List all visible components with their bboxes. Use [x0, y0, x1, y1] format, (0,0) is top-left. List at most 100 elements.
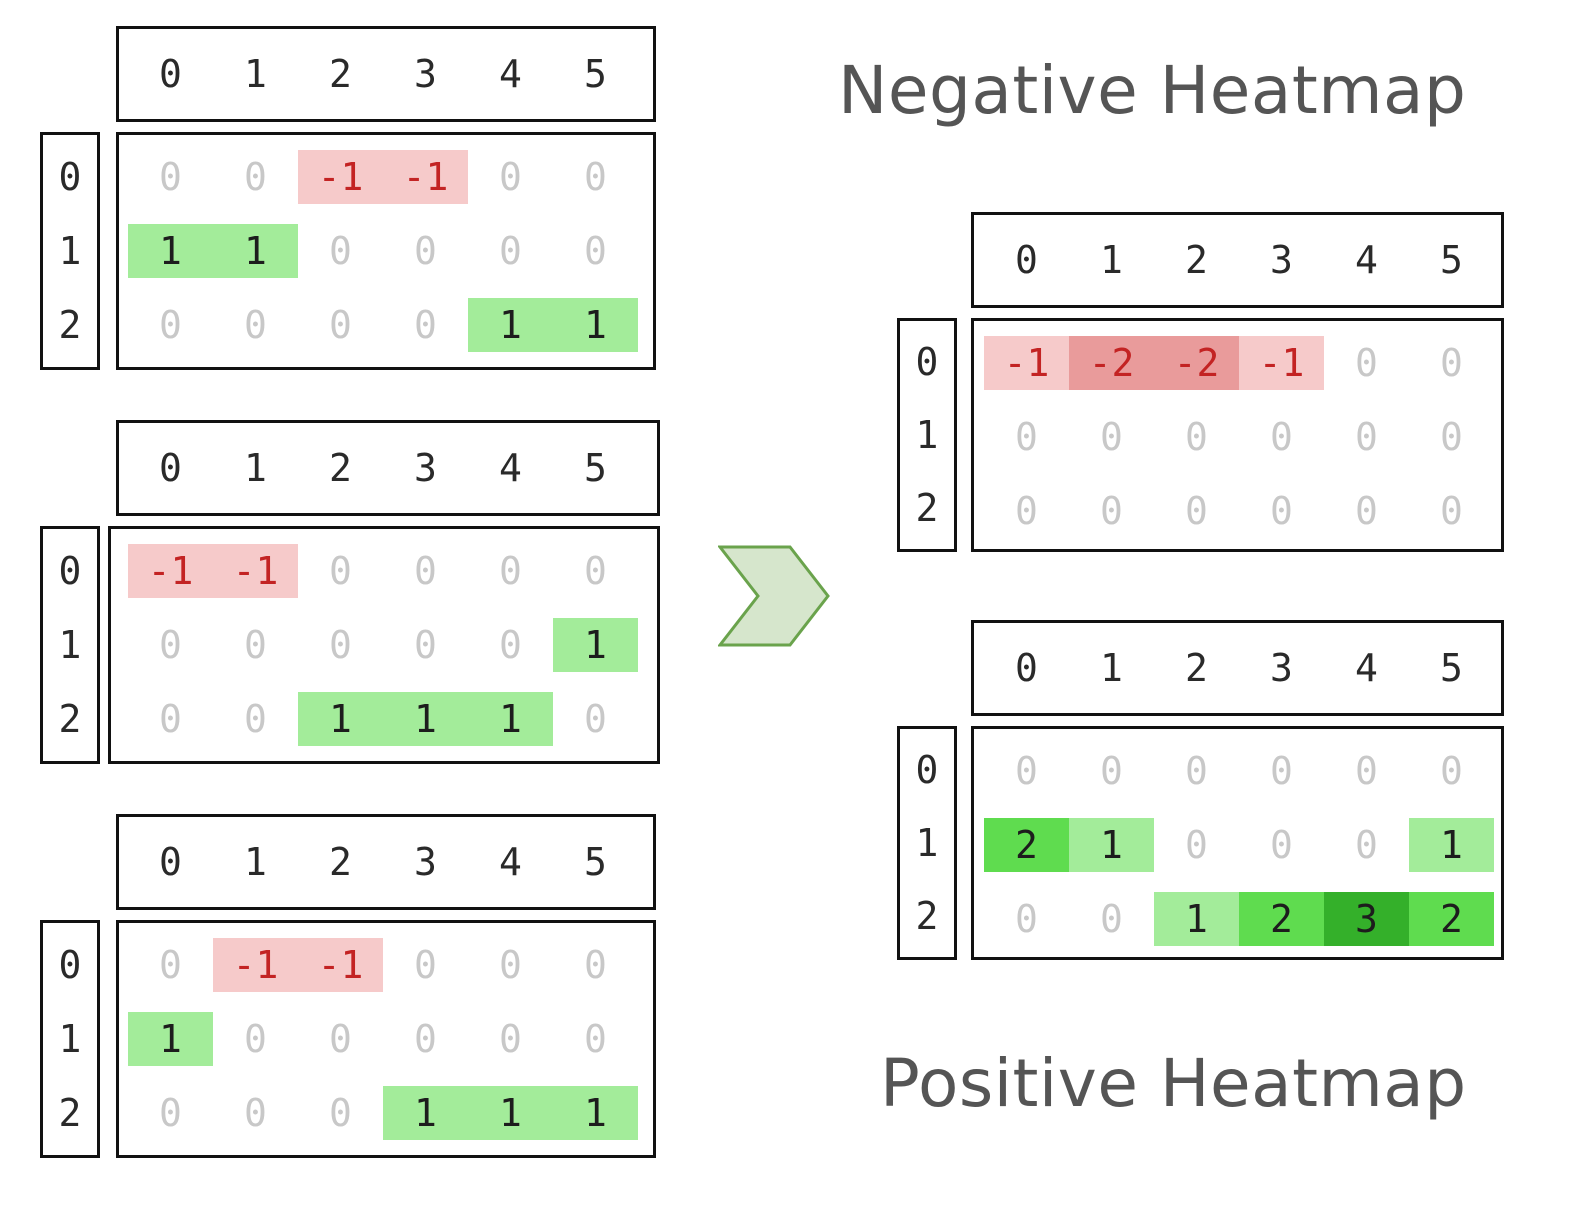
- input-grid-2-column-header: [116, 420, 660, 516]
- positive-heatmap-cell: 0: [1355, 823, 1378, 867]
- input-grid-3-row-label: 0: [58, 943, 82, 987]
- negative-heatmap-cell: 0: [1270, 489, 1293, 533]
- input-grid-3-cell: 0: [159, 943, 182, 987]
- input-grid-2-col-label: 4: [499, 446, 522, 490]
- positive-heatmap-body: [971, 726, 1504, 960]
- positive-heatmap-cell: 1: [1409, 818, 1494, 872]
- input-grid-2-cell: 1: [383, 692, 468, 746]
- negative-heatmap-cell: 0: [1440, 415, 1463, 459]
- input-grid-2-col-label: 3: [414, 446, 437, 490]
- input-grid-1-col-label: 2: [329, 52, 352, 96]
- input-grid-1-cell: 0: [244, 303, 267, 347]
- input-grid-2-cell: 0: [329, 549, 352, 593]
- positive-heatmap-col-label: 4: [1355, 646, 1378, 690]
- input-grid-3-cell: 0: [244, 1017, 267, 1061]
- positive-heatmap-cell: 0: [1185, 749, 1208, 793]
- input-grid-3-row-label: 2: [58, 1091, 82, 1135]
- input-grid-1-cell: 0: [584, 229, 607, 273]
- positive-heatmap-col-label: 2: [1185, 646, 1208, 690]
- input-grid-2-cell: 0: [499, 549, 522, 593]
- negative-heatmap-cell: 0: [1355, 415, 1378, 459]
- input-grid-1-body: [116, 132, 656, 370]
- positive-heatmap-cell: 0: [1270, 823, 1293, 867]
- input-grid-1-cell: 0: [499, 155, 522, 199]
- input-grid-3-column-header: [116, 814, 656, 910]
- input-grid-3-cell: 0: [499, 943, 522, 987]
- input-grid-3-col-label: 3: [414, 840, 437, 884]
- positive-heatmap-col-label: 0: [1015, 646, 1038, 690]
- input-grid-3-cell: 0: [584, 943, 607, 987]
- input-grid-2-cell: 0: [414, 549, 437, 593]
- negative-heatmap-cell: 0: [1355, 489, 1378, 533]
- positive-heatmap-cell: 0: [1015, 749, 1038, 793]
- negative-heatmap-cell: -1: [984, 336, 1069, 390]
- input-grid-3-cell: 0: [584, 1017, 607, 1061]
- input-grid-1-cell: 1: [553, 298, 638, 352]
- positive-heatmap-row-label: 2: [915, 893, 939, 938]
- input-grid-3-cell: 0: [159, 1091, 182, 1135]
- input-grid-1-col-label: 5: [584, 52, 607, 96]
- positive-heatmap-row-header: [897, 726, 957, 960]
- input-grid-3-col-label: 4: [499, 840, 522, 884]
- input-grid-3-col-label: 1: [244, 840, 267, 884]
- negative-heatmap-cell: 0: [1015, 489, 1038, 533]
- input-grid-1-col-label: 4: [499, 52, 522, 96]
- positive-heatmap-cell: 0: [1270, 749, 1293, 793]
- positive-heatmap-col-label: 1: [1100, 646, 1123, 690]
- input-grid-2-body: [108, 526, 660, 764]
- positive-heatmap-cell: 3: [1324, 892, 1409, 946]
- positive-heatmap-col-label: 3: [1270, 646, 1293, 690]
- input-grid-3-cell: -1: [298, 938, 383, 992]
- input-grid-1-cell: 0: [159, 155, 182, 199]
- input-grid-3-col-label: 2: [329, 840, 352, 884]
- input-grid-3-row-label: 1: [58, 1017, 82, 1061]
- input-grid-1-cell: 1: [468, 298, 553, 352]
- negative-heatmap-column-header: [971, 212, 1504, 308]
- positive-heatmap-title: Positive Heatmap: [880, 1045, 1467, 1122]
- input-grid-2-cell: -1: [128, 544, 213, 598]
- input-grid-3-cell: 1: [553, 1086, 638, 1140]
- input-grid-1-col-label: 3: [414, 52, 437, 96]
- input-grid-3-row-header: [40, 920, 100, 1158]
- input-grid-1-row-label: 2: [58, 303, 82, 347]
- input-grid-3-cell: 0: [414, 943, 437, 987]
- chevron-right-icon: [718, 545, 830, 647]
- input-grid-2-cell: -1: [213, 544, 298, 598]
- negative-heatmap-cell: 0: [1185, 489, 1208, 533]
- positive-heatmap-cell: 0: [1355, 749, 1378, 793]
- input-grid-1-col-label: 1: [244, 52, 267, 96]
- negative-heatmap-col-label: 0: [1015, 238, 1038, 282]
- positive-heatmap-cell: 2: [1239, 892, 1324, 946]
- input-grid-2-row-header: [40, 526, 100, 764]
- input-grid-2-cell: 0: [244, 623, 267, 667]
- negative-heatmap-col-label: 1: [1100, 238, 1123, 282]
- positive-heatmap-cell: 1: [1154, 892, 1239, 946]
- input-grid-3-body: [116, 920, 656, 1158]
- negative-heatmap-cell: -2: [1154, 336, 1239, 390]
- input-grid-3-col-label: 0: [159, 840, 182, 884]
- input-grid-2-cell: 0: [329, 623, 352, 667]
- input-grid-1-row-label: 0: [58, 155, 82, 199]
- negative-heatmap-row-label: 0: [915, 340, 939, 385]
- input-grid-2-row-label: 2: [58, 697, 82, 741]
- input-grid-2-cell: 0: [584, 697, 607, 741]
- input-grid-3-cell: -1: [213, 938, 298, 992]
- input-grid-2-cell: 0: [159, 623, 182, 667]
- input-grid-1-row-label: 1: [58, 229, 82, 273]
- positive-heatmap-cell: 0: [1015, 897, 1038, 941]
- negative-heatmap-col-label: 3: [1270, 238, 1293, 282]
- input-grid-3-col-label: 5: [584, 840, 607, 884]
- positive-heatmap-cell: 0: [1185, 823, 1208, 867]
- input-grid-3-cell: 0: [329, 1091, 352, 1135]
- input-grid-1-cell: 1: [213, 224, 298, 278]
- input-grid-3-cell: 0: [329, 1017, 352, 1061]
- negative-heatmap-cell: 0: [1015, 415, 1038, 459]
- input-grid-3-cell: 0: [244, 1091, 267, 1135]
- input-grid-2-col-label: 0: [159, 446, 182, 490]
- input-grid-3-cell: 1: [383, 1086, 468, 1140]
- positive-heatmap-cell: 2: [984, 818, 1069, 872]
- negative-heatmap-cell: 0: [1440, 341, 1463, 385]
- input-grid-2-cell: 0: [244, 697, 267, 741]
- input-grid-1-cell: 0: [159, 303, 182, 347]
- input-grid-1-cell: 0: [414, 229, 437, 273]
